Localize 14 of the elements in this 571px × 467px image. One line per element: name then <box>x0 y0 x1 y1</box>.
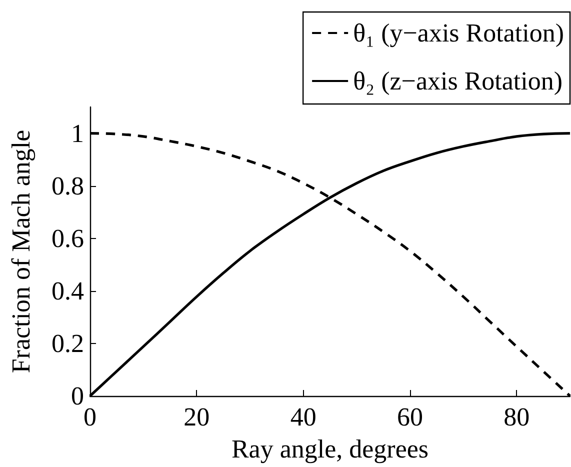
y-tick-label: 0.8 <box>52 171 84 200</box>
y-axis-title: Fraction of Mach angle <box>6 130 36 374</box>
y-tick-label: 0.6 <box>52 224 84 253</box>
y-tick-label: 0 <box>71 382 84 410</box>
y-tick-label: 0.2 <box>52 328 84 358</box>
x-tick-label: 20 <box>184 402 210 432</box>
legend-label: θ₂ (z−axis Rotation) <box>353 66 563 96</box>
legend-label: θ₁ (y−axis Rotation) <box>353 18 564 48</box>
x-axis-title: Ray angle, degrees <box>231 434 429 464</box>
x-tick-label: 40 <box>290 402 316 432</box>
x-tick-label: 60 <box>397 402 423 432</box>
x-tick-label: 80 <box>504 402 530 432</box>
y-tick-label: 1 <box>71 118 84 148</box>
y-tick-label: 0.4 <box>52 276 84 306</box>
